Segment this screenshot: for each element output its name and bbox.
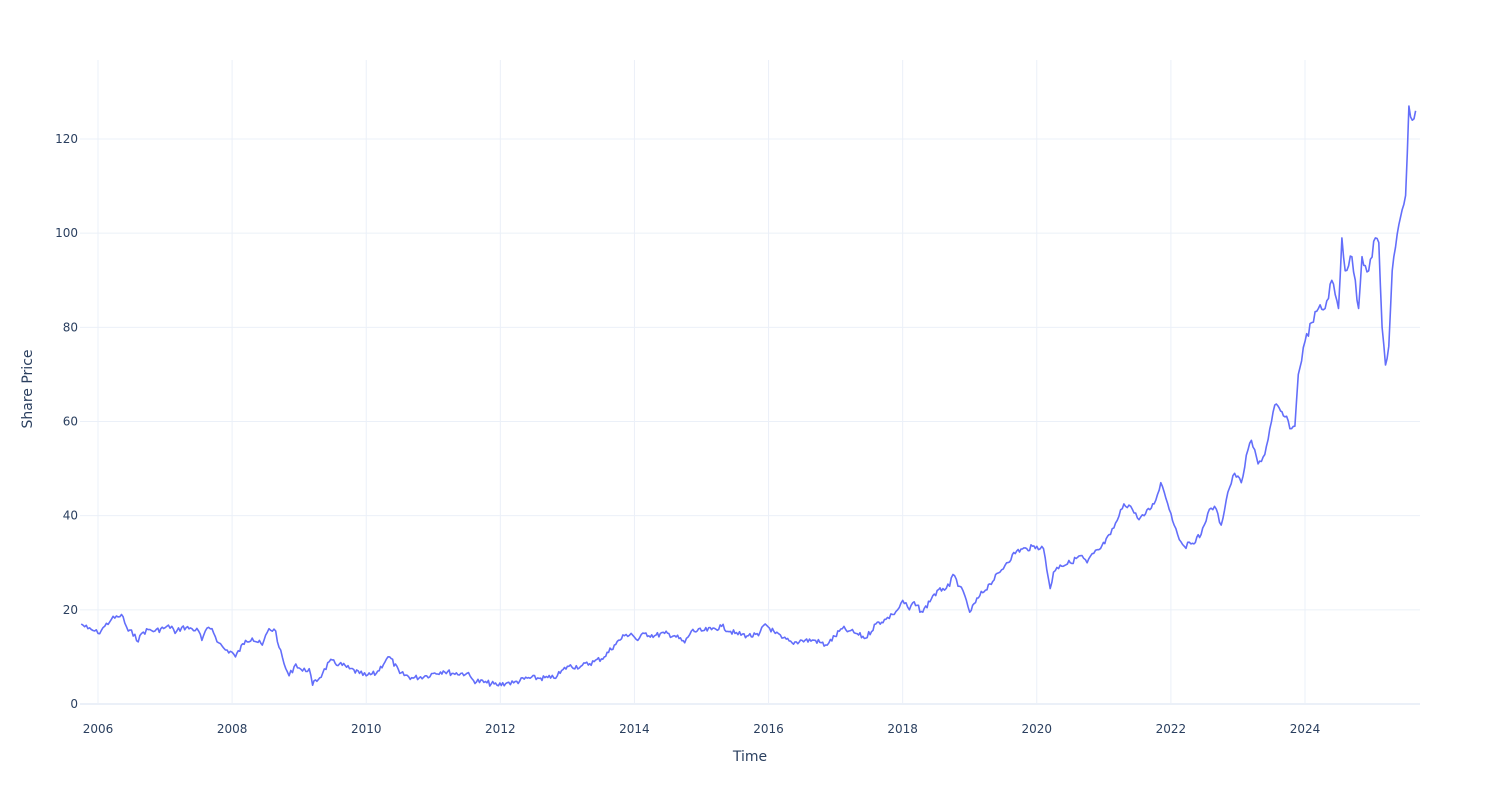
- x-tick-label: 2020: [1022, 722, 1053, 736]
- x-tick-label: 2008: [217, 722, 248, 736]
- x-axis-tick-labels: 2006 2008 2010 2012 2014 2016 2018 2020 2022 2024: [83, 722, 1321, 736]
- x-tick-label: 2006: [83, 722, 114, 736]
- y-tick-label: 80: [63, 320, 78, 334]
- y-tick-label: 60: [63, 415, 78, 429]
- x-tick-label: 2016: [753, 722, 784, 736]
- y-tick-label: 40: [63, 509, 78, 523]
- y-gridlines: [80, 138, 1420, 705]
- x-tick-label: 2022: [1156, 722, 1187, 736]
- x-axis-title: Time: [732, 749, 767, 765]
- share-price-line: [80, 105, 1417, 687]
- x-tick-label: 2012: [485, 722, 516, 736]
- y-tick-label: 120: [55, 132, 78, 146]
- x-tick-label: 2014: [619, 722, 650, 736]
- y-axis-tick-labels: 0 20 40 60 80 100 120: [55, 132, 78, 711]
- x-tick-label: 2010: [351, 722, 382, 736]
- y-tick-label: 0: [70, 697, 78, 711]
- y-axis-title: Share Price: [20, 349, 36, 428]
- y-tick-label: 20: [63, 603, 78, 617]
- x-tick-label: 2018: [887, 722, 918, 736]
- x-gridlines: [97, 60, 1306, 704]
- x-tick-label: 2024: [1290, 722, 1321, 736]
- y-tick-label: 100: [55, 226, 78, 240]
